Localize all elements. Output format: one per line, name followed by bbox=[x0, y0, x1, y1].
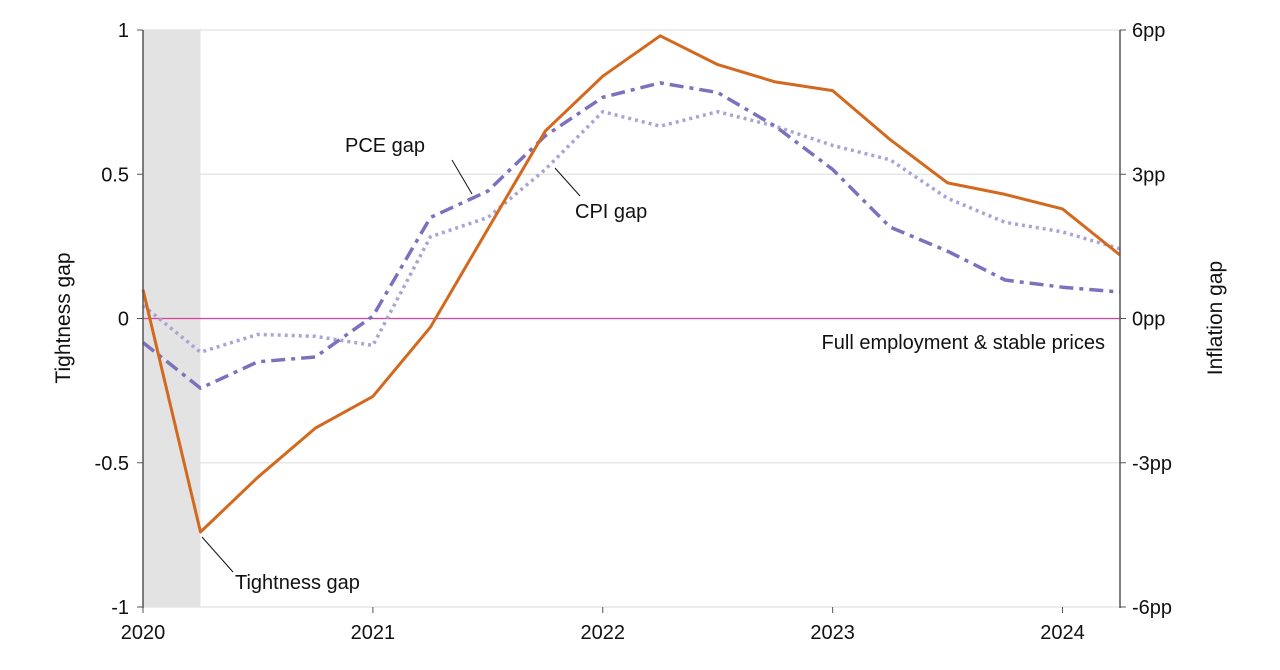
series-line-cpi-gap bbox=[141, 109, 1121, 354]
y-tick-label-right: 0pp bbox=[1132, 309, 1165, 331]
annotation-pce-gap: PCE gap bbox=[345, 135, 425, 157]
y-tick-label-left: -1 bbox=[111, 597, 129, 619]
x-tick-label: 2023 bbox=[810, 622, 855, 644]
annotation-cpi-gap: CPI gap bbox=[575, 201, 647, 223]
x-tick-label: 2020 bbox=[121, 622, 166, 644]
annotation-tightness-gap: Tightness gap bbox=[235, 572, 360, 594]
y-tick-label-right: -6pp bbox=[1132, 597, 1172, 619]
reference-line-label: Full employment & stable prices bbox=[822, 332, 1105, 354]
annotation-cpi-leader bbox=[554, 167, 581, 197]
series-line-pce-gap bbox=[141, 81, 1121, 390]
x-tick-label: 2022 bbox=[581, 622, 626, 644]
y-tick-label-left: 0.5 bbox=[101, 164, 129, 186]
y-tick-label-left: 0 bbox=[118, 309, 129, 331]
y-tick-label-right: 3pp bbox=[1132, 164, 1165, 186]
axis-ticks: 1 0.5 0 -0.5 -1 6pp 3pp 0pp -3pp -6pp 2020 2021 2022… bbox=[95, 20, 1173, 644]
y-tick-label-left: -0.5 bbox=[95, 453, 129, 475]
y-tick-label-right: 6pp bbox=[1132, 20, 1165, 42]
y-tick-label-right: -3pp bbox=[1132, 453, 1172, 475]
x-tick-label: 2024 bbox=[1040, 622, 1085, 644]
gridlines bbox=[143, 29, 1120, 608]
x-tick-label: 2021 bbox=[351, 622, 396, 644]
y-axis-left-label: Tightness gap bbox=[52, 252, 75, 383]
series-lines bbox=[141, 34, 1121, 534]
y-tick-label-left: 1 bbox=[118, 20, 129, 42]
y-axis-right-label: Inflation gap bbox=[1204, 261, 1227, 375]
annotation-pce-leader bbox=[451, 159, 473, 195]
annotation-tightness-leader bbox=[201, 536, 234, 573]
series-line-tightness-gap bbox=[141, 34, 1121, 534]
